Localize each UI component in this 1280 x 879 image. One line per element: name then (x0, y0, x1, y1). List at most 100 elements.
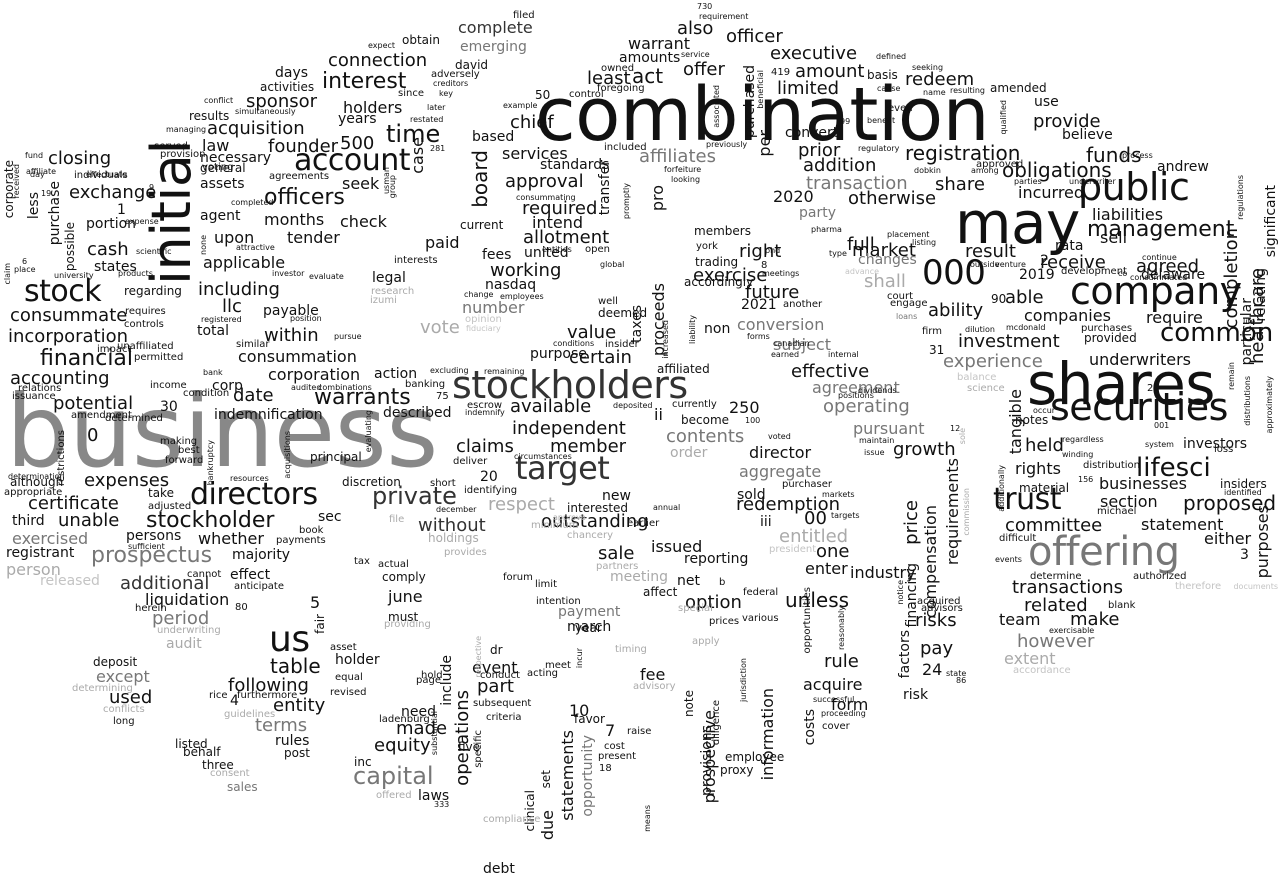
word-purpose: purpose (530, 346, 587, 362)
word-amended: amended (990, 81, 1047, 95)
word-research: research (371, 286, 415, 297)
word-included: included (604, 142, 647, 153)
word-key: key (439, 89, 454, 98)
word-none: none (199, 235, 208, 255)
word-various: various (742, 613, 779, 624)
word-occur: occur (1033, 406, 1056, 415)
word-winding: winding (1062, 450, 1094, 459)
word-earlier: earlier (627, 518, 660, 529)
word-michael: michael (1097, 506, 1137, 517)
word-companies: companies (1024, 306, 1111, 325)
word-general: general (200, 161, 246, 175)
word-earned: earned (771, 350, 800, 359)
word-value: value (567, 322, 617, 343)
word-prices: prices (709, 616, 740, 627)
word-portion: portion (86, 216, 137, 232)
word-issue: issue (864, 448, 885, 457)
word-become: become (681, 413, 730, 427)
word-effectuate: effectuate (86, 170, 127, 179)
word-compliance: compliance (483, 814, 541, 825)
word-remaining: remaining (484, 367, 525, 376)
word-seek: seek (342, 174, 380, 193)
word-reporting: reporting (684, 551, 749, 567)
word-conduct: conduct (480, 670, 521, 681)
word-individuals: individuals (74, 170, 128, 181)
word-connection: connection (328, 50, 428, 71)
word-march: march (567, 619, 612, 635)
word-closing: closing (48, 148, 112, 169)
word-registered: registered (201, 315, 242, 324)
word-shall: shall (864, 271, 906, 292)
word-defined: defined (876, 52, 907, 61)
word-permitted: permitted (134, 352, 184, 363)
word-third: third (12, 513, 45, 529)
word-expenses: expenses (84, 470, 170, 491)
word-insiders: insiders (1220, 477, 1267, 491)
word-company: company (1070, 269, 1242, 313)
word-david: david (455, 58, 489, 72)
word-fee: fee (640, 665, 666, 684)
word-combination: combination (535, 72, 990, 158)
word-member: member (550, 436, 627, 457)
word-meetings: meetings (762, 269, 800, 278)
word-offering: offering (1028, 529, 1180, 575)
word-option: option (685, 592, 742, 613)
word-significant: significant (1263, 185, 1279, 258)
word-acquisitions: acquisitions (283, 431, 292, 479)
word-banking: banking (405, 379, 446, 390)
word-conflict: conflict (204, 96, 234, 105)
word-minimum: minimum (531, 520, 579, 531)
word-payment: payment (558, 604, 621, 620)
word-engage: engage (890, 298, 928, 309)
word-non: non (704, 321, 731, 337)
word-days: days (275, 65, 309, 81)
word-managing: managing (166, 125, 207, 134)
word-three: three (202, 758, 234, 772)
word-position: position (290, 314, 322, 323)
word-shares: shares (1027, 350, 1216, 418)
word-00: 00 (804, 508, 827, 529)
word-acquire: acquire (803, 675, 863, 694)
word-acting: acting (527, 668, 559, 679)
word-balance: balance (957, 372, 997, 383)
word-years: years (338, 111, 377, 127)
word-including: including (198, 279, 280, 300)
word-book: book (299, 525, 324, 536)
word-fund: fund (25, 151, 44, 160)
word-products: products (118, 269, 153, 278)
word-however: however (1017, 631, 1095, 652)
word-fees: fees (482, 247, 512, 263)
word-increased: increased (661, 320, 670, 359)
word-either: either (1204, 529, 1252, 548)
word-consummation: consummation (238, 347, 357, 366)
word-redemption: redemption (736, 494, 841, 515)
word-identifying: identifying (464, 485, 518, 496)
word-well: well (598, 296, 618, 307)
word-public: public (1078, 165, 1190, 209)
word-amounts: amounts (619, 50, 681, 66)
word-common: common (1160, 318, 1274, 348)
word-2021: 2021 (741, 297, 777, 313)
word-president: president (769, 544, 817, 555)
word-investment: investment (958, 331, 1060, 352)
word-simultaneously: simultaneously (235, 107, 296, 116)
word-approximately: approximately (1265, 376, 1274, 434)
word-emerging: emerging (460, 39, 527, 55)
word-even: even (888, 103, 913, 114)
word-registrant: registrant (6, 545, 75, 561)
word-life: life (1243, 317, 1256, 326)
word-determine: determine (1030, 571, 1082, 582)
word-fair: fair (313, 614, 327, 634)
word-believe: believe (1062, 127, 1113, 143)
word-development: development (1061, 266, 1127, 277)
word-jurisdiction: jurisdiction (739, 658, 748, 702)
word-8: 8 (761, 260, 768, 271)
word-material: material (1019, 481, 1070, 495)
word-person: person (6, 560, 61, 579)
word-vote: vote (420, 317, 460, 338)
word-another: another (783, 299, 823, 310)
word-forward: forward (165, 455, 204, 466)
word-foregoing: foregoing (597, 83, 645, 94)
word-relating: relating (1253, 268, 1269, 322)
word-exchange: exchange (69, 182, 157, 203)
